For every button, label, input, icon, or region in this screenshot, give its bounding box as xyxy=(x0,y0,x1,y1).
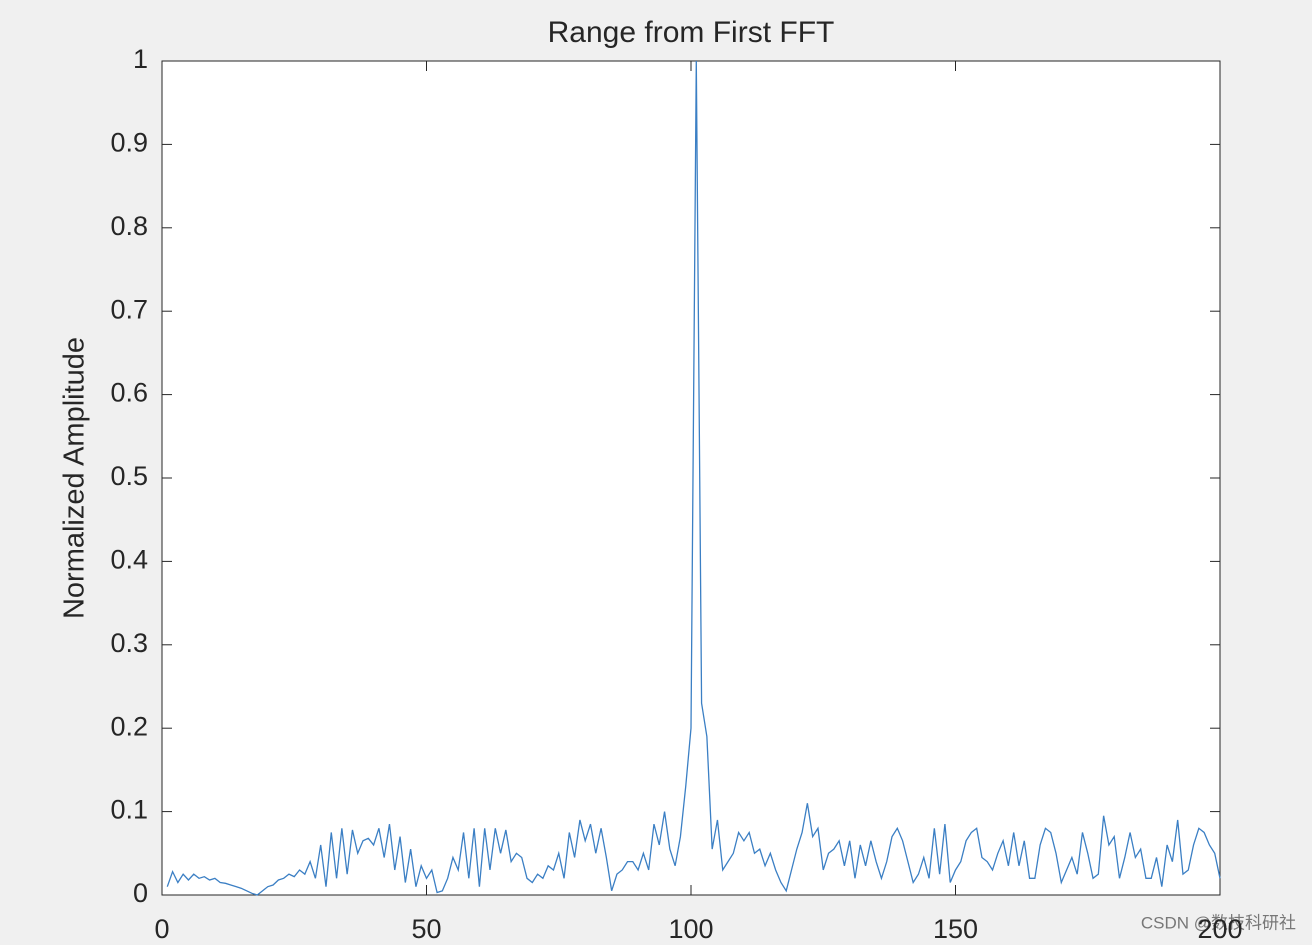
y-tick-label: 0.5 xyxy=(110,461,148,491)
axes-box xyxy=(161,60,1221,896)
y-tick-label: 1 xyxy=(133,44,148,74)
y-tick-label: 0.1 xyxy=(110,795,148,825)
chart-title: Range from First FFT xyxy=(548,16,835,49)
x-tick-label: 150 xyxy=(933,914,978,944)
y-tick-label: 0.3 xyxy=(110,628,148,658)
y-tick-label: 0 xyxy=(133,878,148,908)
y-tick-label: 0.2 xyxy=(110,711,148,741)
plot-area xyxy=(162,61,1220,895)
y-tick-label: 0.4 xyxy=(110,545,148,575)
y-tick-label: 0.6 xyxy=(110,378,148,408)
y-tick-label: 0.9 xyxy=(110,128,148,158)
x-tick-label: 50 xyxy=(411,914,441,944)
series-line xyxy=(166,60,1221,896)
y-tick-label: 0.8 xyxy=(110,211,148,241)
x-tick-label: 200 xyxy=(1197,914,1242,944)
watermark: CSDN @数技科研社 xyxy=(1141,913,1296,932)
y-tick-label: 0.7 xyxy=(110,294,148,324)
x-tick-label: 100 xyxy=(668,914,713,944)
y-axis-label: Normalized Amplitude xyxy=(59,337,91,619)
x-tick-label: 0 xyxy=(154,914,169,944)
